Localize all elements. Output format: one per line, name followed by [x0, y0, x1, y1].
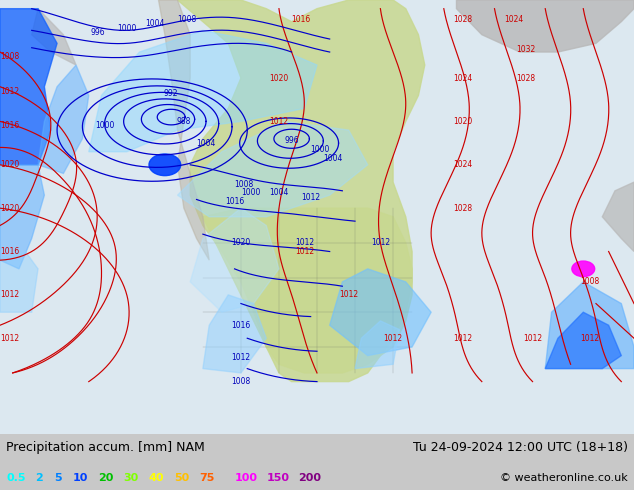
Circle shape — [572, 261, 595, 277]
Text: 1004: 1004 — [197, 139, 216, 147]
Text: 1016: 1016 — [0, 121, 19, 130]
Text: 1008: 1008 — [235, 180, 254, 189]
Text: 1000: 1000 — [241, 189, 260, 197]
Text: 0.5: 0.5 — [6, 472, 26, 483]
Text: 1012: 1012 — [523, 334, 542, 343]
Text: 50: 50 — [174, 472, 190, 483]
Text: 10: 10 — [73, 472, 88, 483]
Text: 1012: 1012 — [453, 334, 472, 343]
Text: 1020: 1020 — [0, 160, 19, 169]
Text: 1012: 1012 — [0, 334, 19, 343]
Text: 1000: 1000 — [117, 24, 136, 33]
Text: 75: 75 — [200, 472, 215, 483]
Text: 1024: 1024 — [504, 15, 523, 24]
Text: 2: 2 — [35, 472, 42, 483]
Text: 1004: 1004 — [269, 189, 288, 197]
Polygon shape — [355, 321, 399, 368]
Polygon shape — [602, 182, 634, 251]
Polygon shape — [158, 0, 209, 260]
Text: 1016: 1016 — [225, 197, 244, 206]
Text: 1008: 1008 — [0, 52, 19, 61]
Text: 20: 20 — [98, 472, 113, 483]
Text: 988: 988 — [177, 117, 191, 126]
Polygon shape — [178, 122, 368, 217]
Text: 1028: 1028 — [517, 74, 536, 82]
Polygon shape — [32, 9, 76, 65]
Text: 1012: 1012 — [0, 291, 19, 299]
Text: 1020: 1020 — [0, 204, 19, 213]
Text: 1028: 1028 — [453, 15, 472, 24]
Text: 1032: 1032 — [517, 46, 536, 54]
Text: 1016: 1016 — [0, 247, 19, 256]
Text: 1012: 1012 — [371, 238, 390, 247]
Text: 1012: 1012 — [384, 334, 403, 343]
Text: 40: 40 — [149, 472, 164, 483]
Text: 1020: 1020 — [269, 74, 288, 82]
Text: 1012: 1012 — [295, 238, 314, 247]
Text: 1004: 1004 — [323, 154, 342, 163]
Polygon shape — [203, 295, 266, 373]
Text: 1000: 1000 — [311, 145, 330, 154]
Text: 1008: 1008 — [231, 377, 250, 386]
Text: 1008: 1008 — [178, 15, 197, 24]
Text: 1012: 1012 — [0, 87, 19, 96]
Polygon shape — [190, 208, 279, 312]
Polygon shape — [38, 65, 89, 173]
Text: 1012: 1012 — [295, 247, 314, 256]
Polygon shape — [0, 251, 38, 312]
Text: 1016: 1016 — [231, 321, 250, 330]
Text: 1024: 1024 — [453, 74, 472, 82]
Polygon shape — [0, 9, 57, 165]
Polygon shape — [178, 0, 425, 382]
Text: Tu 24-09-2024 12:00 UTC (18+18): Tu 24-09-2024 12:00 UTC (18+18) — [413, 441, 628, 454]
Text: Precipitation accum. [mm] NAM: Precipitation accum. [mm] NAM — [6, 441, 205, 454]
Text: 992: 992 — [164, 89, 178, 98]
Text: 1012: 1012 — [231, 353, 250, 362]
Text: 200: 200 — [298, 472, 321, 483]
Text: 1000: 1000 — [95, 121, 114, 130]
Text: 1012: 1012 — [269, 117, 288, 126]
Polygon shape — [89, 30, 317, 152]
Text: 1020: 1020 — [453, 117, 472, 126]
Text: 150: 150 — [266, 472, 289, 483]
Text: 100: 100 — [235, 472, 257, 483]
Text: 1012: 1012 — [580, 334, 599, 343]
Text: 996: 996 — [91, 28, 106, 37]
Polygon shape — [545, 282, 634, 368]
Text: 1012: 1012 — [301, 193, 320, 202]
Text: 1012: 1012 — [339, 291, 358, 299]
Polygon shape — [545, 312, 621, 368]
Text: 996: 996 — [284, 136, 299, 146]
Text: 1016: 1016 — [292, 15, 311, 24]
Polygon shape — [330, 269, 431, 356]
Text: © weatheronline.co.uk: © weatheronline.co.uk — [500, 472, 628, 483]
Text: 1024: 1024 — [453, 160, 472, 169]
Text: 1020: 1020 — [231, 238, 250, 247]
Circle shape — [149, 154, 181, 175]
Text: 1004: 1004 — [146, 19, 165, 28]
Polygon shape — [456, 0, 634, 52]
Polygon shape — [203, 208, 412, 373]
Text: 1008: 1008 — [580, 277, 599, 286]
Text: 1028: 1028 — [453, 204, 472, 213]
Text: 5: 5 — [54, 472, 61, 483]
Text: 30: 30 — [124, 472, 139, 483]
Polygon shape — [0, 165, 44, 269]
